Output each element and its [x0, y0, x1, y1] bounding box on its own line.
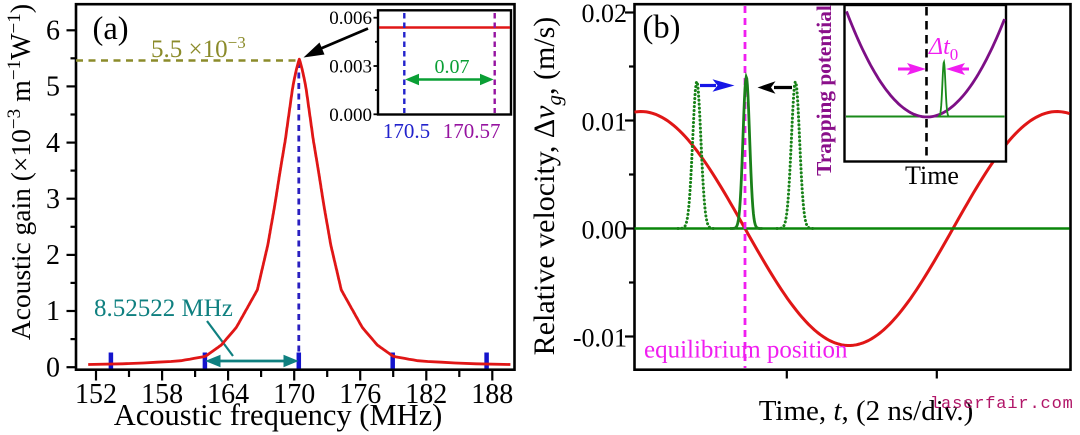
svg-text:Time, t, (2 ns/div.): Time, t, (2 ns/div.) — [759, 395, 974, 427]
svg-text:Relative velocity, Δvg, (m/s): Relative velocity, Δvg, (m/s) — [528, 17, 566, 356]
svg-text:laserfair.com: laserfair.com — [930, 395, 1074, 414]
svg-text:170: 170 — [273, 379, 315, 410]
svg-text:2: 2 — [46, 240, 60, 271]
svg-text:6: 6 — [46, 16, 60, 47]
svg-text:0.07: 0.07 — [435, 56, 470, 78]
svg-text:182: 182 — [405, 379, 447, 410]
svg-text:1: 1 — [46, 296, 60, 327]
svg-text:0.000: 0.000 — [329, 105, 372, 126]
svg-text:0.02: 0.02 — [582, 0, 628, 28]
svg-text:0.00: 0.00 — [582, 216, 628, 245]
svg-text:3: 3 — [46, 184, 60, 215]
svg-text:-0.01: -0.01 — [573, 324, 627, 353]
svg-text:4: 4 — [46, 128, 60, 159]
svg-text:170.5: 170.5 — [383, 119, 430, 143]
svg-text:158: 158 — [141, 379, 183, 410]
svg-text:Trapping potential: Trapping potential — [812, 5, 836, 176]
svg-text:0: 0 — [46, 352, 60, 383]
svg-text:Time: Time — [905, 161, 959, 190]
svg-text:equilibrium position: equilibrium position — [644, 337, 848, 364]
svg-text:152: 152 — [75, 379, 117, 410]
svg-text:188: 188 — [471, 379, 513, 410]
svg-text:176: 176 — [339, 379, 381, 410]
svg-text:0.006: 0.006 — [329, 8, 372, 29]
svg-text:(a): (a) — [93, 11, 129, 47]
svg-text:164: 164 — [207, 379, 249, 410]
svg-text:8.52522 MHz: 8.52522 MHz — [94, 295, 233, 322]
svg-text:Acoustic frequency (MHz): Acoustic frequency (MHz) — [114, 398, 443, 432]
svg-text:170.57: 170.57 — [443, 119, 501, 143]
svg-text:Acoustic gain (×10−3 m−1W−1): Acoustic gain (×10−3 m−1W−1) — [4, 4, 37, 340]
svg-text:5.5 ×10−3: 5.5 ×10−3 — [151, 33, 246, 63]
svg-text:0.003: 0.003 — [329, 57, 372, 78]
svg-text:0.01: 0.01 — [582, 108, 628, 137]
svg-text:5: 5 — [46, 72, 60, 103]
svg-text:(b): (b) — [643, 10, 681, 46]
